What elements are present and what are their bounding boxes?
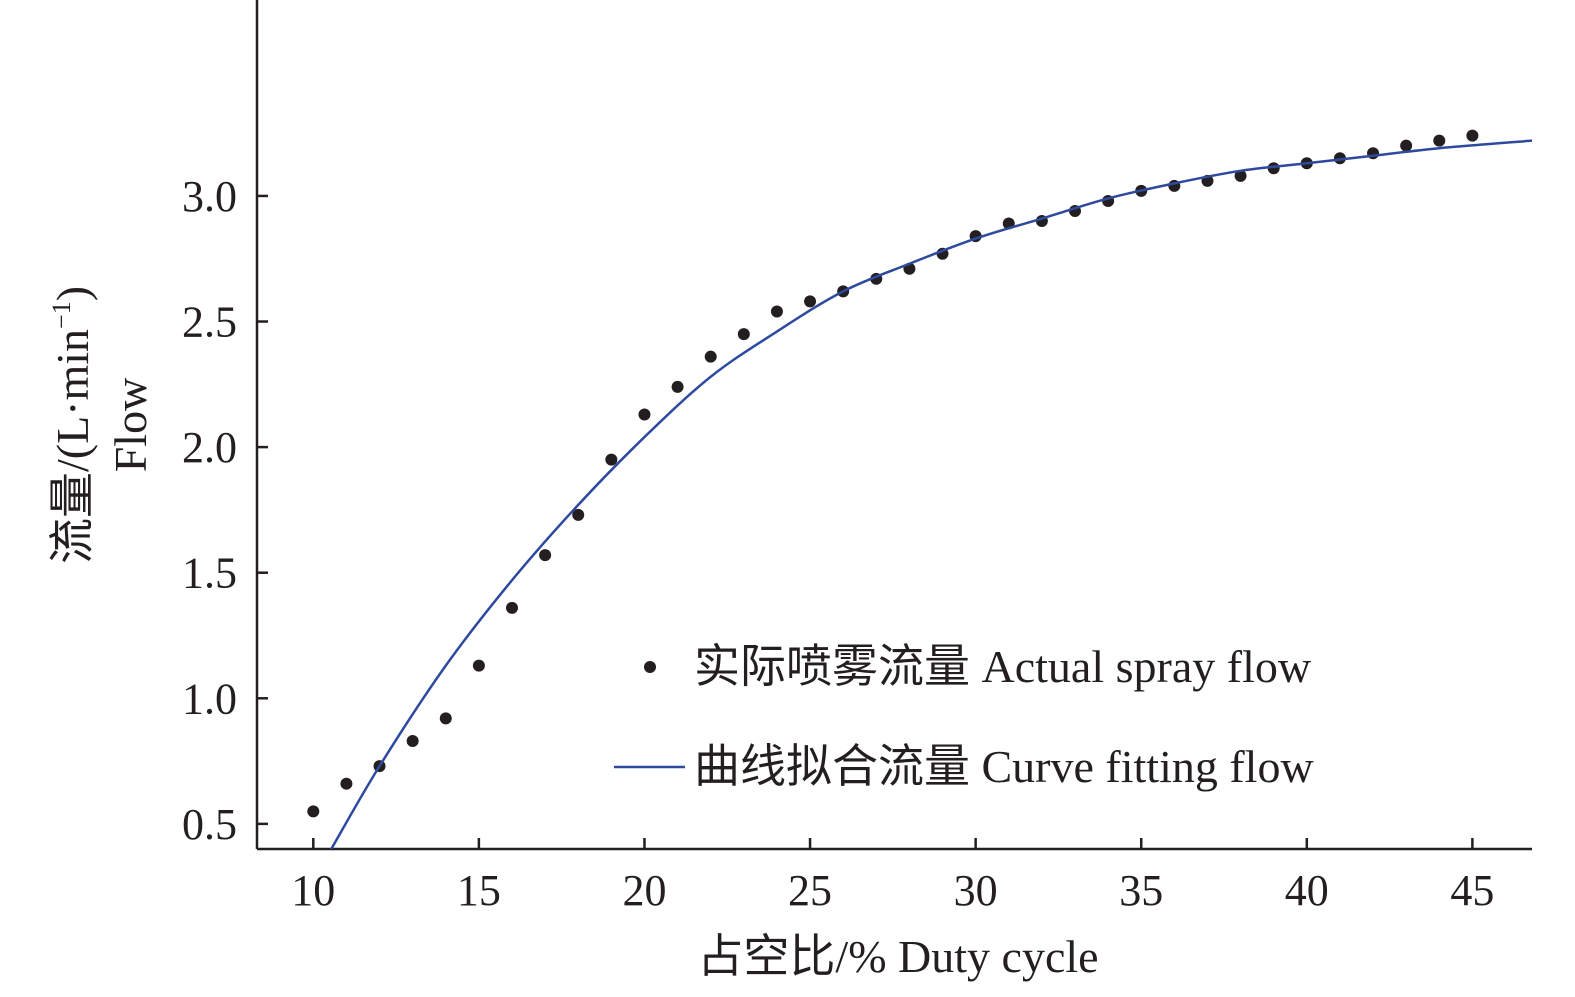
- legend: 实际喷雾流量 Actual spray flow 曲线拟合流量 Curve fi…: [614, 641, 1314, 792]
- data-point: [704, 350, 717, 363]
- x-tick-label: 15: [457, 866, 501, 915]
- data-point: [770, 305, 783, 318]
- data-point: [804, 295, 817, 308]
- legend-marker-actual: [644, 661, 656, 673]
- data-point: [1433, 134, 1446, 147]
- data-point: [340, 777, 353, 790]
- data-point: [539, 549, 552, 562]
- y-axis-title-sup: −1: [47, 301, 76, 329]
- data-point: [1400, 139, 1413, 152]
- y-tick-label: 2.5: [182, 298, 237, 347]
- y-tick-label: 2.0: [182, 423, 237, 472]
- ticks: 10 15 20 25 30 35 40 45 0.5 1.0 1.5 2.0 2.5 3.0: [182, 172, 1494, 915]
- data-point: [307, 805, 320, 818]
- data-point: [406, 734, 419, 747]
- data-point: [1466, 129, 1479, 142]
- data-point: [605, 453, 618, 466]
- series: [307, 129, 1532, 849]
- data-point: [472, 659, 485, 672]
- x-tick-label: 45: [1450, 866, 1494, 915]
- x-tick-label: 35: [1119, 866, 1163, 915]
- y-tick-label: 0.5: [182, 800, 237, 849]
- y-axis-title-line1: 流量/(L·min−1): [47, 286, 98, 564]
- data-point: [572, 508, 585, 521]
- data-point: [439, 712, 452, 725]
- axes: [255, 0, 1532, 851]
- data-point: [671, 380, 684, 393]
- x-axis-title: 占空比/% Duty cycle: [697, 931, 1098, 982]
- x-tick-label: 40: [1285, 866, 1329, 915]
- y-tick-label: 1.0: [182, 674, 237, 723]
- data-point: [1234, 169, 1247, 182]
- x-tick-label: 10: [291, 866, 335, 915]
- y-tick-label: 3.0: [182, 172, 237, 221]
- fit-curve-line: [329, 139, 1532, 849]
- data-point: [506, 601, 518, 614]
- x-tick-label: 30: [954, 866, 998, 915]
- data-point: [638, 408, 651, 421]
- y-tick-label: 1.5: [182, 549, 237, 598]
- y-axis-title-line2: Flow: [105, 377, 156, 472]
- x-tick-label: 25: [788, 866, 832, 915]
- legend-label-fit: 曲线拟合流量 Curve fitting flow: [694, 741, 1314, 792]
- data-point: [737, 328, 750, 341]
- y-axis-title-main: 流量/(L·min: [47, 329, 98, 564]
- legend-label-actual: 实际喷雾流量 Actual spray flow: [694, 641, 1312, 692]
- y-axis-title: 流量/(L·min−1) Flow: [47, 286, 156, 564]
- y-axis-title-close: ): [47, 286, 98, 301]
- x-tick-label: 20: [622, 866, 666, 915]
